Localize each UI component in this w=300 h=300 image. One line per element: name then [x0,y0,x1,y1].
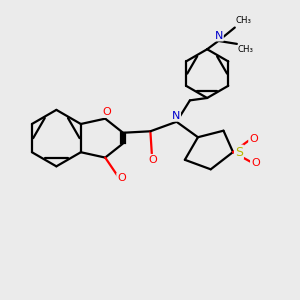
Text: N: N [172,111,180,121]
Text: CH₃: CH₃ [238,45,254,54]
Text: O: O [102,107,111,117]
Text: N: N [214,31,223,40]
Text: CH₃: CH₃ [236,16,252,26]
Text: O: O [148,155,157,165]
Text: O: O [249,134,258,144]
Text: S: S [235,146,243,159]
Text: O: O [117,173,126,183]
Text: O: O [251,158,260,168]
